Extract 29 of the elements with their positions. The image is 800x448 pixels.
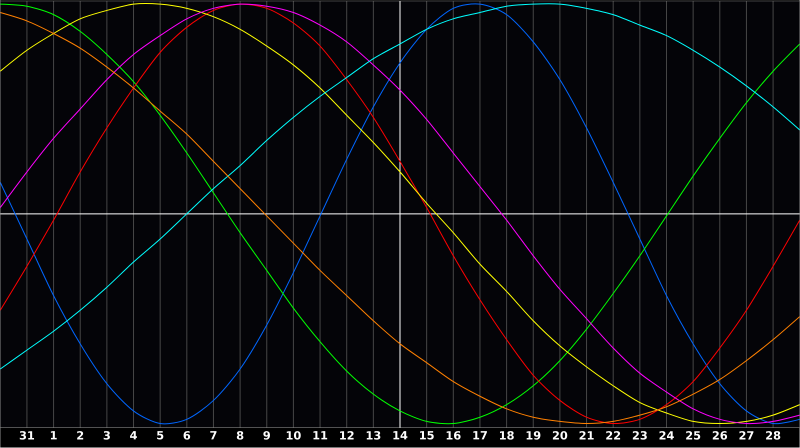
x-tick-label: 25	[686, 431, 700, 440]
x-tick-label: 12	[340, 431, 354, 440]
x-tick-label: 10	[286, 431, 301, 440]
x-tick-label: 9	[263, 431, 270, 440]
x-tick-label: 18	[500, 431, 514, 440]
x-tick-label: 16	[446, 431, 461, 440]
x-tick-label: 24	[660, 431, 674, 440]
x-tick-label: 2	[77, 431, 84, 440]
x-tick-label: 19	[526, 431, 540, 440]
x-tick-label: 4	[130, 431, 137, 440]
x-tick-label: 6	[184, 431, 190, 440]
x-tick-label: 8	[236, 431, 244, 440]
x-tick-label: 1	[50, 431, 57, 440]
x-tick-label: 13	[366, 431, 380, 440]
x-tick-label: 23	[632, 431, 647, 440]
x-tick-label: 11	[313, 431, 328, 440]
x-tick-label: 31	[20, 431, 34, 440]
x-tick-label: 5	[157, 431, 164, 440]
x-tick-label: 15	[420, 431, 434, 440]
x-tick-label: 22	[606, 431, 620, 440]
x-tick-label: 28	[766, 431, 780, 440]
x-tick-label: 14	[393, 431, 408, 440]
x-tick-label: 17	[473, 431, 487, 440]
x-tick-label: 27	[739, 431, 754, 440]
x-tick-label: 3	[104, 431, 110, 440]
x-tick-label: 20	[552, 431, 568, 440]
x-tick-label: 21	[580, 431, 594, 440]
x-tick-label: 26	[712, 431, 728, 440]
x-tick-label: 7	[210, 431, 216, 440]
